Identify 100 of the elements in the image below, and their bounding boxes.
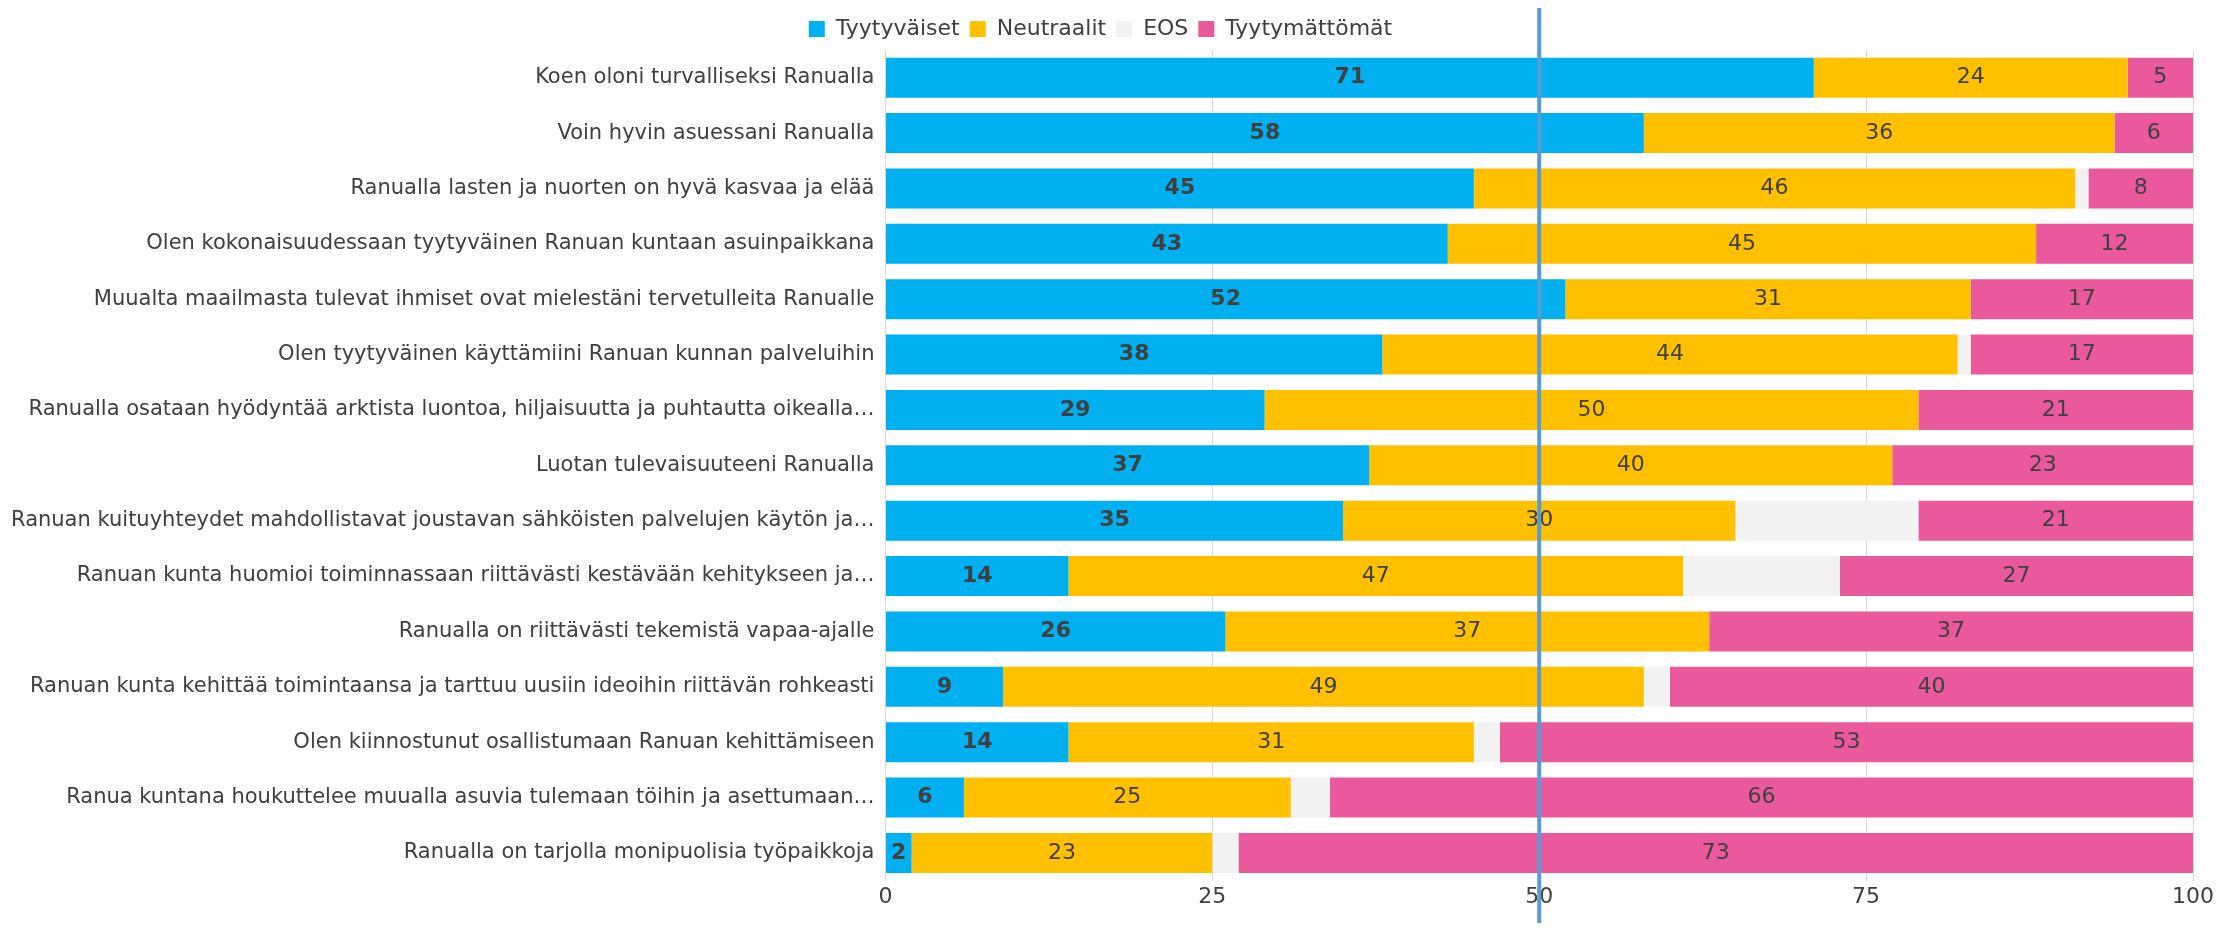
- data-label: 21: [2041, 395, 2070, 421]
- bar: [885, 113, 1644, 154]
- x-tick-label: 100: [2172, 882, 2214, 908]
- bar: [1683, 556, 1840, 597]
- data-label: 47: [1361, 561, 1390, 587]
- bar: [1290, 777, 1331, 818]
- bar: [1225, 611, 1710, 652]
- data-label: 73: [1701, 838, 1730, 864]
- legend-label: Neutraalit: [996, 14, 1107, 40]
- data-label: 12: [2100, 229, 2129, 255]
- data-label: 53: [1832, 727, 1861, 753]
- data-label: 14: [961, 561, 993, 587]
- bar: [1212, 832, 1239, 873]
- bar: [2114, 113, 2193, 154]
- bar: [885, 57, 1814, 98]
- data-label: 49: [1309, 672, 1338, 698]
- y-tick-label: Ranuan kunta huomioi toiminnassaan riittävästi kestävään kehitykseen ja…: [76, 562, 875, 587]
- data-label: 40: [1616, 451, 1645, 477]
- bar: [1238, 832, 2193, 873]
- bar: [1500, 722, 2193, 763]
- data-label: 37: [1112, 451, 1143, 477]
- bar: [1473, 722, 1500, 763]
- data-label: 31: [1257, 727, 1286, 753]
- bar: [885, 279, 1566, 320]
- data-label: 5: [2153, 63, 2168, 89]
- bar: [1643, 666, 1670, 707]
- bar: [2127, 57, 2193, 98]
- data-label: 45: [1727, 229, 1756, 255]
- y-tick-label: Ranua kuntana houkuttelee muualla asuvia tulemaan töihin ja asettumaan…: [66, 783, 875, 808]
- data-label: 9: [936, 672, 953, 698]
- data-label: 2: [891, 838, 907, 864]
- y-tick-label: Koen oloni turvalliseksi Ranualla: [535, 64, 875, 89]
- bar: [1343, 500, 1736, 541]
- data-label: 23: [2028, 451, 2057, 477]
- bar: [1957, 334, 1971, 375]
- legend-label: Tyytyväiset: [834, 14, 961, 40]
- bar: [885, 611, 1226, 652]
- bar: [1068, 722, 1474, 763]
- bar: [2088, 168, 2193, 209]
- data-label: 14: [961, 727, 993, 753]
- data-label: 38: [1118, 340, 1150, 366]
- data-label: 31: [1754, 284, 1783, 310]
- y-tick-label: Muualta maailmasta tulevat ihmiset ovat mielestäni tervetulleita Ranualle: [93, 285, 875, 310]
- data-label: 27: [2002, 561, 2031, 587]
- y-tick-label: Ranualla on tarjolla monipuolisia työpaikkoja: [403, 839, 875, 864]
- y-tick-label: Ranualla on riittävästi tekemistä vapaa-ajalle: [398, 617, 875, 642]
- bar: [1447, 223, 2037, 264]
- bar: [1970, 334, 2193, 375]
- y-tick-label: Ranuan kuituyhteydet mahdollistavat joustavan sähköisten palvelujen käytön ja…: [11, 507, 875, 532]
- bar: [885, 334, 1383, 375]
- bar: [1892, 445, 2193, 486]
- data-label: 40: [1917, 672, 1946, 698]
- data-label: 71: [1334, 63, 1366, 89]
- data-label: 6: [2146, 118, 2161, 144]
- bar: [2075, 168, 2089, 209]
- x-tick-label: 25: [1198, 882, 1227, 908]
- bar: [885, 168, 1474, 209]
- bar: [1669, 666, 2193, 707]
- legend-label: Tyytymättömät: [1224, 14, 1393, 40]
- y-tick-label: Luotan tulevaisuuteeni Ranualla: [535, 451, 875, 476]
- bar: [1369, 445, 1893, 486]
- data-label: 50: [1577, 395, 1606, 421]
- data-label: 25: [1113, 783, 1142, 809]
- bar: [885, 556, 1069, 597]
- data-label: 45: [1164, 174, 1196, 200]
- data-label: 24: [1956, 63, 1985, 89]
- bar: [1473, 168, 2076, 209]
- bar: [911, 832, 1213, 873]
- bar: [885, 445, 1370, 486]
- data-label: 66: [1747, 783, 1776, 809]
- bar: [1330, 777, 2193, 818]
- bar: [1918, 500, 2193, 541]
- data-label: 8: [2133, 174, 2148, 200]
- data-label: 36: [1865, 118, 1894, 144]
- bar: [885, 500, 1344, 541]
- x-tick-label: 75: [1852, 882, 1881, 908]
- bar: [1264, 389, 1919, 430]
- bar: [1813, 57, 2128, 98]
- x-tick-label: 0: [878, 882, 893, 908]
- y-tick-label: Olen tyytyväinen käyttämiini Ranuan kunnan palveluihin: [278, 341, 875, 366]
- y-tick-label: Olen kokonaisuudessaan tyytyväinen Ranuan kuntaan asuinpaikkana: [146, 230, 875, 255]
- bar: [885, 777, 964, 818]
- bar: [885, 389, 1265, 430]
- data-label: 44: [1655, 340, 1684, 366]
- data-label: 17: [2067, 340, 2096, 366]
- data-label: 37: [1937, 617, 1966, 643]
- data-label: 23: [1047, 838, 1076, 864]
- bar: [963, 777, 1291, 818]
- bar: [1970, 279, 2193, 320]
- bar: [1068, 556, 1684, 597]
- legend-label: EOS: [1143, 14, 1189, 40]
- data-label: 37: [1453, 617, 1482, 643]
- y-tick-label: Voin hyvin asuessani Ranualla: [557, 119, 875, 144]
- data-label: 58: [1249, 118, 1281, 144]
- y-tick-label: Olen kiinnostunut osallistumaan Ranuan kehittämiseen: [293, 728, 875, 753]
- bar: [885, 722, 1069, 763]
- bar: [2036, 223, 2193, 264]
- data-label: 35: [1099, 506, 1130, 532]
- data-label: 26: [1040, 617, 1071, 643]
- data-label: 52: [1210, 284, 1241, 310]
